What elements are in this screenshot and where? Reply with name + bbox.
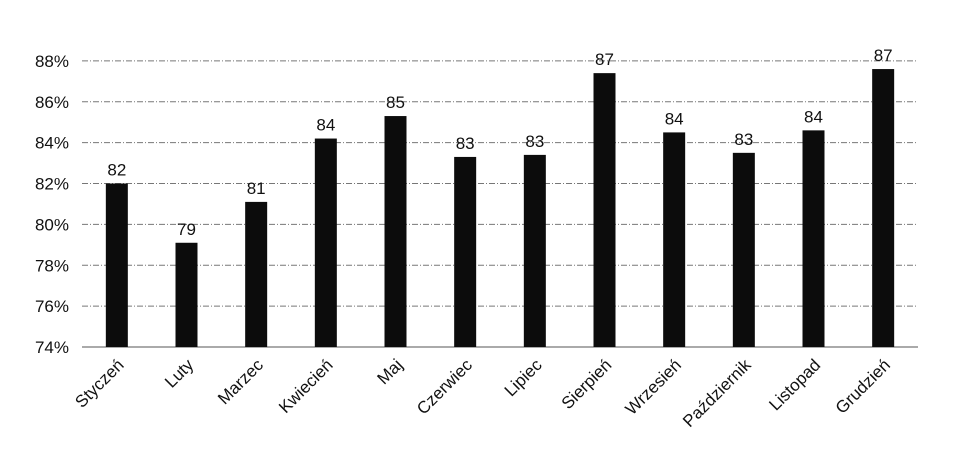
- bar: [105, 183, 128, 347]
- bar: [175, 242, 198, 347]
- data-label: 87: [874, 46, 893, 65]
- bar: [454, 156, 477, 347]
- data-label: 84: [804, 107, 823, 126]
- data-label: 81: [247, 179, 266, 198]
- y-tick-label: 80%: [35, 215, 69, 234]
- category-label: Grudzień: [832, 355, 894, 417]
- data-label: 84: [665, 109, 684, 128]
- category-label: Lipiec: [501, 355, 546, 400]
- y-tick-label: 86%: [35, 93, 69, 112]
- bar: [802, 130, 825, 347]
- y-tick-label: 82%: [35, 175, 69, 194]
- category-label: Luty: [161, 355, 198, 392]
- data-label: 84: [316, 116, 335, 135]
- y-axis-tick-labels: 74% 76% 78% 80% 82% 84% 86% 88%: [35, 52, 69, 357]
- bar: [872, 69, 895, 348]
- data-label: 83: [734, 130, 753, 149]
- category-label: Listopad: [765, 355, 824, 414]
- bar: [384, 116, 407, 348]
- data-label: 87: [595, 50, 614, 69]
- data-label: 79: [177, 220, 196, 239]
- bars: [105, 69, 895, 348]
- bar: [523, 154, 546, 347]
- data-label: 85: [386, 93, 405, 112]
- data-labels: 82 79 81 84 85 83 83 87 84 83 84 87: [107, 46, 892, 239]
- category-label: Styczeń: [71, 355, 127, 411]
- bar: [732, 152, 755, 347]
- category-label: Czerwiec: [413, 355, 476, 418]
- category-label: Wrzesień: [622, 355, 685, 418]
- data-label: 83: [525, 132, 544, 151]
- category-label: Sierpień: [558, 355, 616, 413]
- data-label: 82: [107, 161, 126, 180]
- x-axis-category-labels: Styczeń Luty Marzec Kwiecień Maj Czerwiec Lipi…: [71, 355, 894, 431]
- category-label: Maj: [374, 355, 407, 388]
- bar: [245, 201, 268, 347]
- category-label: Marzec: [214, 355, 267, 408]
- data-label: 83: [456, 134, 475, 153]
- bar: [593, 73, 616, 347]
- y-tick-label: 74%: [35, 338, 69, 357]
- y-tick-label: 76%: [35, 297, 69, 316]
- y-tick-label: 84%: [35, 134, 69, 153]
- gridlines: [82, 60, 918, 348]
- category-label: Kwiecień: [275, 355, 337, 417]
- y-tick-label: 88%: [35, 52, 69, 71]
- category-label: Październik: [679, 355, 755, 431]
- y-tick-label: 78%: [35, 256, 69, 275]
- bar: [314, 138, 337, 347]
- bar: [663, 132, 686, 347]
